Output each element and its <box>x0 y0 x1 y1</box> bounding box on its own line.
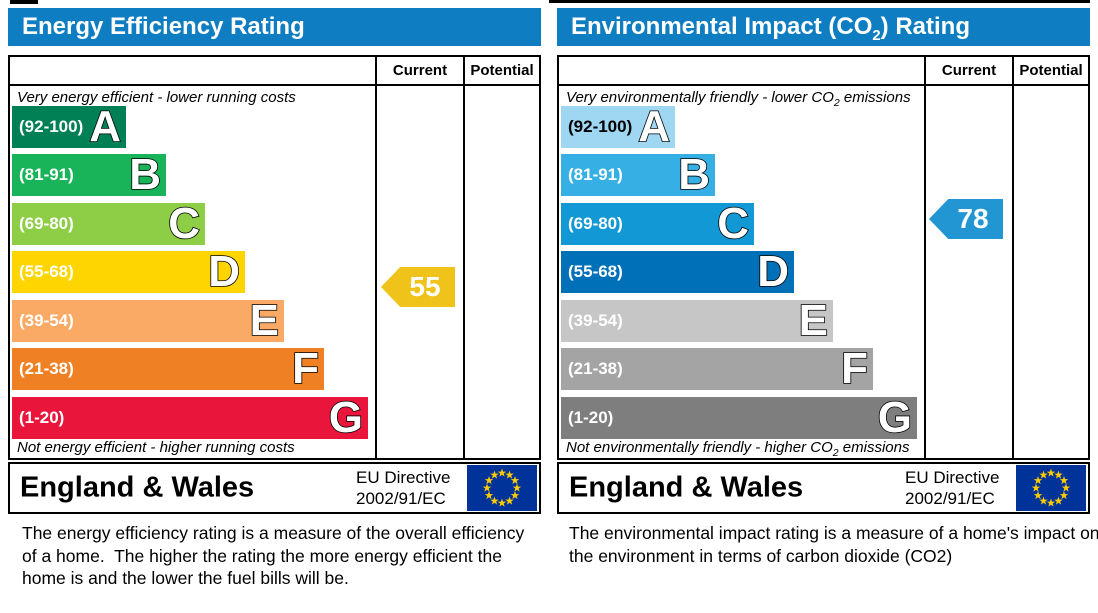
current-rating-value: 55 <box>409 271 441 302</box>
band-row-g: (1-20) G <box>12 393 368 442</box>
band-letter: G <box>877 393 913 442</box>
region-footer: England & Wales EU Directive 2002/91/EC <box>557 462 1090 514</box>
column-divider <box>463 57 465 458</box>
region-label: England & Wales <box>569 471 804 504</box>
band-letter: D <box>207 247 240 296</box>
environmental-rating-table: Current Potential Very environmentally f… <box>557 55 1090 460</box>
eu-directive-label: EU Directive 2002/91/EC <box>905 468 1000 508</box>
energy-rating-table: Current Potential Very energy efficient … <box>8 55 541 460</box>
band-letter: D <box>756 247 789 296</box>
band-row-c: (69-80) C <box>12 199 205 248</box>
column-divider <box>375 57 377 458</box>
eu-directive-label: EU Directive 2002/91/EC <box>356 468 451 508</box>
current-column-header: Current <box>941 62 997 79</box>
band-range: (92-100) <box>568 117 633 136</box>
rating-description: The environmental impact rating is a mea… <box>569 523 1098 566</box>
band-range: (81-91) <box>19 165 74 184</box>
band-letter: C <box>716 199 749 248</box>
potential-column-header: Potential <box>470 62 534 79</box>
band-row-a: (92-100) A <box>561 102 675 151</box>
header-row-divider <box>559 84 1088 86</box>
eu-flag-icon <box>467 465 537 511</box>
band-range: (21-38) <box>19 359 74 378</box>
bottom-note: Not environmentally friendly - higher CO… <box>566 439 910 459</box>
band-letter: B <box>128 150 161 199</box>
band-row-e: (39-54) E <box>561 296 833 345</box>
band-range: (39-54) <box>19 311 74 330</box>
band-row-f: (21-38) F <box>561 344 873 393</box>
band-letter: E <box>249 296 280 345</box>
band-range: (1-20) <box>568 408 614 427</box>
band-letter: A <box>88 102 121 151</box>
eu-flag-icon <box>1016 465 1086 511</box>
current-column-header: Current <box>392 62 448 79</box>
band-row-a: (92-100) A <box>12 102 126 151</box>
column-divider <box>1012 57 1014 458</box>
top-note: Very energy efficient - lower running co… <box>17 89 296 106</box>
panel-title-bar: Environmental Impact (CO2) Rating <box>557 8 1090 46</box>
band-row-f: (21-38) F <box>12 344 324 393</box>
band-row-g: (1-20) G <box>561 393 917 442</box>
rating-description: The energy efficiency rating is a measur… <box>22 523 530 588</box>
band-range: (69-80) <box>19 214 74 233</box>
band-range: (21-38) <box>568 359 623 378</box>
band-letter: E <box>798 296 829 345</box>
band-range: (1-20) <box>19 408 65 427</box>
current-rating-value: 78 <box>957 203 989 234</box>
region-label: England & Wales <box>20 471 255 504</box>
panel-title: Energy Efficiency Rating <box>22 13 305 40</box>
band-range: (81-91) <box>568 165 623 184</box>
header-row-divider <box>10 84 539 86</box>
band-row-d: (55-68) D <box>561 247 794 296</box>
potential-column-header: Potential <box>1019 62 1083 79</box>
environmental-impact-panel: Environmental Impact (CO2) Rating Curren… <box>549 0 1098 613</box>
band-range: (39-54) <box>568 311 623 330</box>
column-divider <box>924 57 926 458</box>
band-range: (69-80) <box>568 214 623 233</box>
band-range: (92-100) <box>19 117 84 136</box>
top-border-line <box>549 0 1090 3</box>
band-range: (55-68) <box>19 262 74 281</box>
bottom-note: Not energy efficient - higher running co… <box>17 439 295 456</box>
top-note: Very environmentally friendly - lower CO… <box>566 89 911 109</box>
band-range: (55-68) <box>568 262 623 281</box>
band-row-b: (81-91) B <box>12 150 166 199</box>
panel-title: Environmental Impact (CO <box>571 13 873 40</box>
band-row-d: (55-68) D <box>12 247 245 296</box>
panel-title-bar: Energy Efficiency Rating <box>8 8 541 46</box>
band-letter: B <box>677 150 710 199</box>
top-border-fragment <box>10 0 38 4</box>
band-letter: C <box>167 199 200 248</box>
band-letter: F <box>840 344 868 393</box>
band-letter: A <box>637 102 670 151</box>
band-row-b: (81-91) B <box>561 150 715 199</box>
energy-efficiency-panel: Energy Efficiency Rating Current Potenti… <box>8 8 541 588</box>
region-footer: England & Wales EU Directive 2002/91/EC <box>8 462 541 514</box>
band-letter: F <box>291 344 319 393</box>
band-row-c: (69-80) C <box>561 199 754 248</box>
band-row-e: (39-54) E <box>12 296 284 345</box>
band-letter: G <box>328 393 364 442</box>
